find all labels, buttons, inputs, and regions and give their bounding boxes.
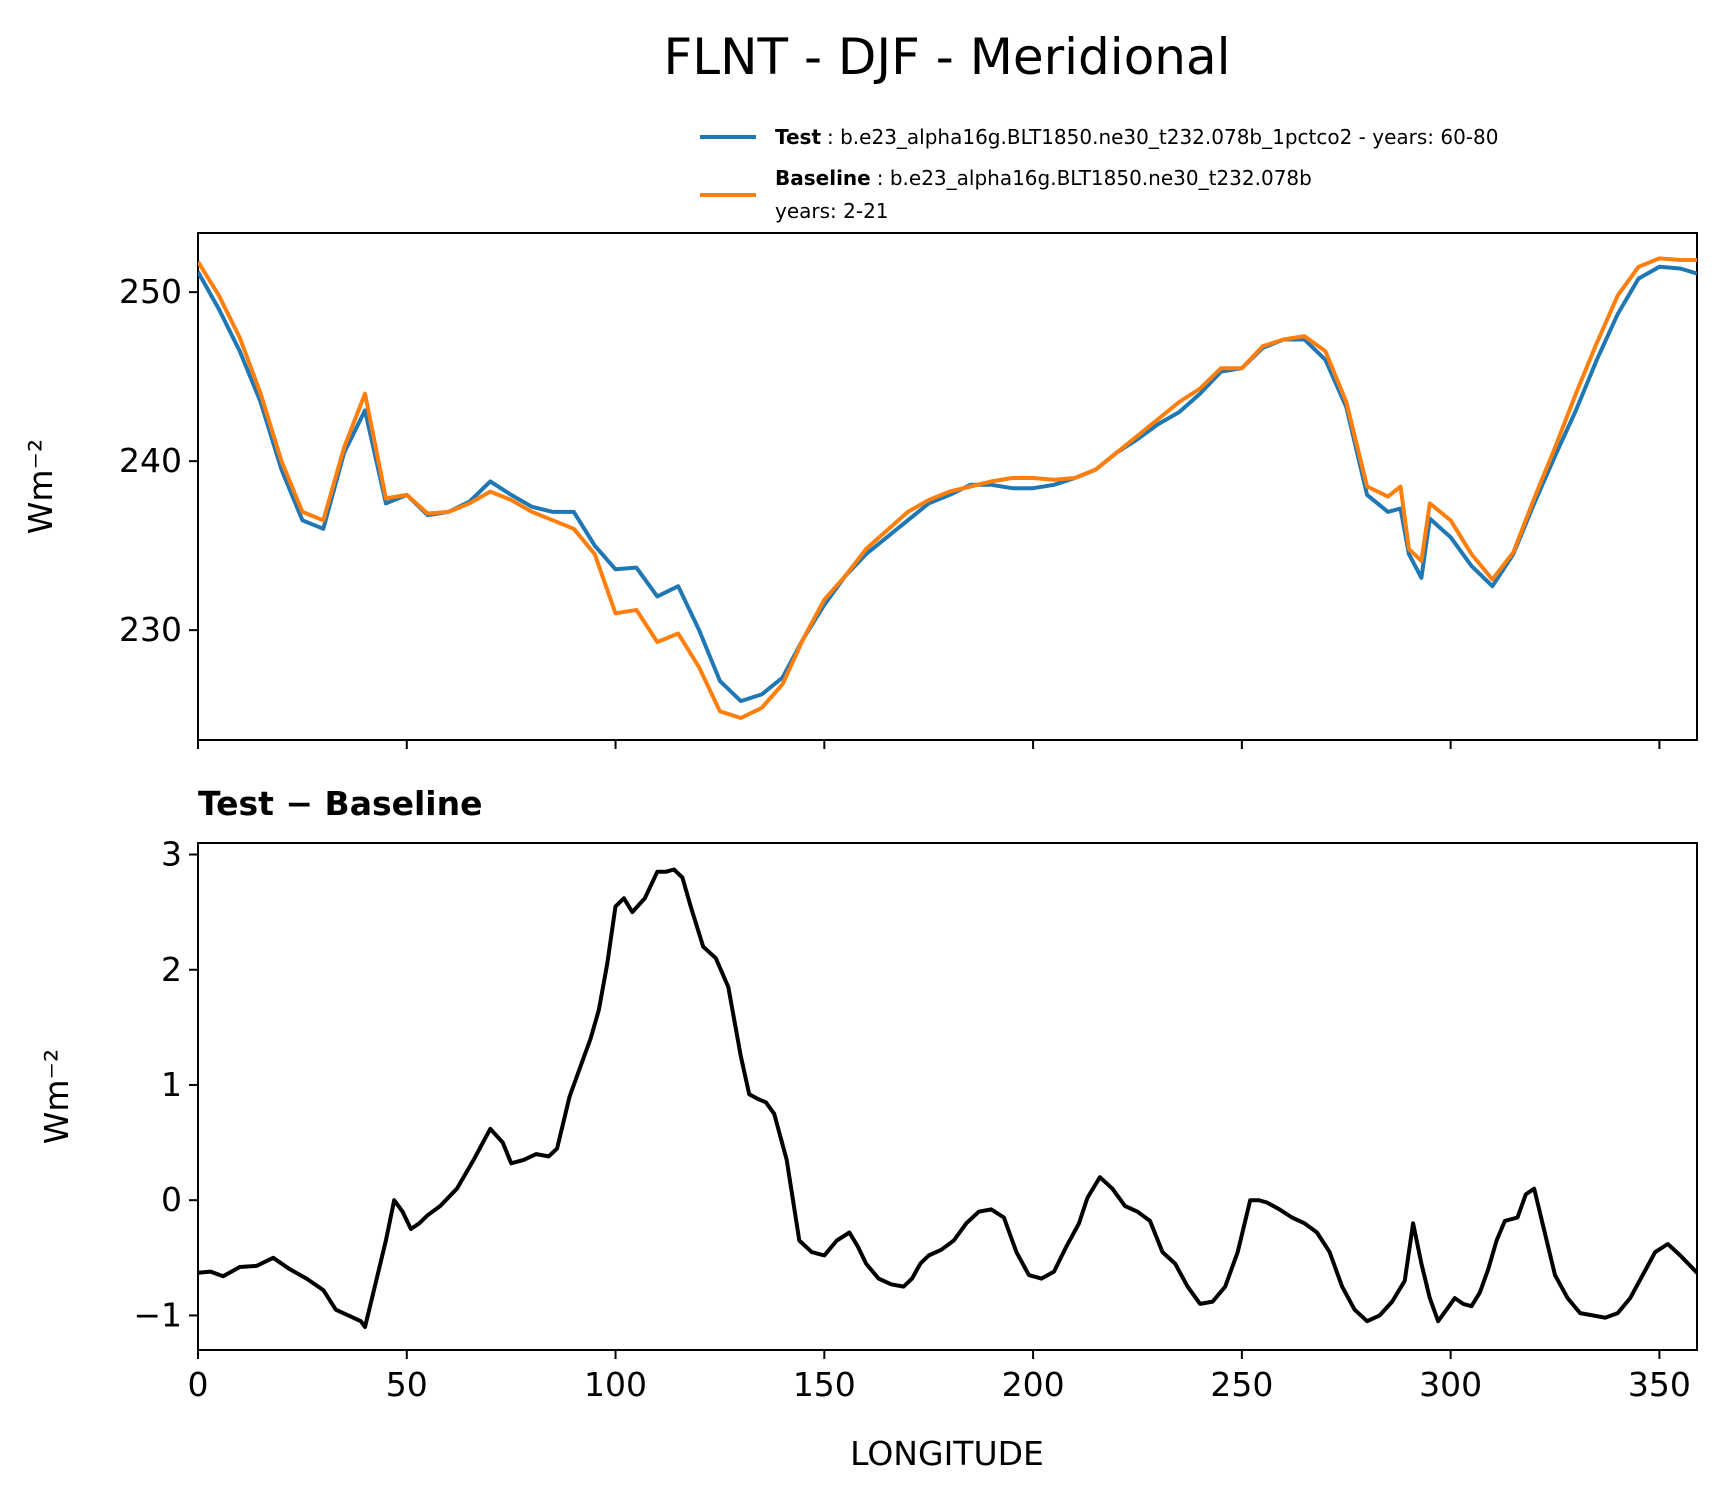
x-tick-label: 300 — [1419, 1365, 1482, 1404]
x-tick-label: 350 — [1628, 1365, 1691, 1404]
chart-title: FLNT - DJF - Meridional — [663, 28, 1230, 86]
x-tick-label: 0 — [188, 1365, 209, 1404]
y-tick-label: 1 — [161, 1065, 182, 1104]
series-line-test — [198, 264, 1697, 704]
bottom-x-axis: 0 50 100 150 200 250 300 350 — [188, 1350, 1691, 1404]
legend-baseline-years: years: 2-21 — [775, 199, 889, 223]
bottom-panel-title: Test − Baseline — [198, 784, 483, 823]
y-tick-label: 250 — [119, 272, 182, 311]
legend-baseline-label: Baseline — [775, 166, 871, 190]
bottom-plot-frame — [197, 842, 1698, 1351]
y-tick-label: 240 — [119, 441, 182, 480]
legend-baseline-entry: Baseline: b.e23_alpha16g.BLT1850.ne30_t2… — [775, 166, 1312, 190]
top-panel: 230 240 250 Wm⁻² — [21, 232, 1698, 749]
legend-test-label: Test — [775, 125, 821, 149]
top-x-axis — [197, 740, 1661, 749]
bottom-y-axis: −1 0 1 2 3 — [133, 835, 198, 1334]
series-line-test-baseline — [198, 867, 1697, 1329]
top-plot-frame — [197, 232, 1698, 741]
y-tick-label: 2 — [161, 950, 182, 989]
y-tick-label: −1 — [133, 1295, 182, 1334]
bottom-series — [198, 867, 1697, 1329]
x-tick-label: 100 — [584, 1365, 647, 1404]
top-y-axis: 230 240 250 — [119, 272, 198, 649]
legend-baseline-text: : b.e23_alpha16g.BLT1850.ne30_t232.078b — [877, 166, 1312, 190]
top-y-axis-label: Wm⁻² — [21, 439, 60, 534]
legend-test-text: : b.e23_alpha16g.BLT1850.ne30_t232.078b_… — [827, 125, 1499, 149]
bottom-y-axis-label: Wm⁻² — [37, 1049, 76, 1144]
x-tick-label: 50 — [386, 1365, 428, 1404]
x-axis-label: LONGITUDE — [850, 1434, 1044, 1473]
legend-test-entry: Test: b.e23_alpha16g.BLT1850.ne30_t232.0… — [775, 125, 1499, 149]
x-tick-label: 150 — [793, 1365, 856, 1404]
y-tick-label: 0 — [161, 1180, 182, 1219]
x-tick-label: 250 — [1210, 1365, 1273, 1404]
legend: Test: b.e23_alpha16g.BLT1850.ne30_t232.0… — [700, 125, 1499, 223]
x-tick-label: 200 — [1002, 1365, 1065, 1404]
top-series — [198, 256, 1697, 720]
series-line-baseline — [198, 256, 1697, 720]
y-tick-label: 230 — [119, 610, 182, 649]
y-tick-label: 3 — [161, 835, 182, 874]
